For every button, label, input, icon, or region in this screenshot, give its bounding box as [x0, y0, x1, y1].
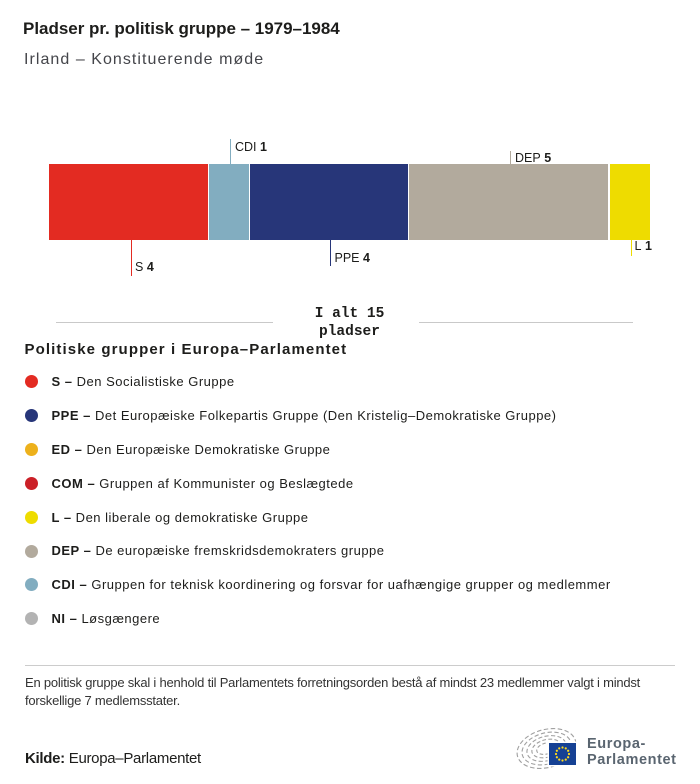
svg-text:Europa-: Europa-	[587, 736, 646, 752]
svg-text:Parlamentet: Parlamentet	[587, 752, 677, 768]
